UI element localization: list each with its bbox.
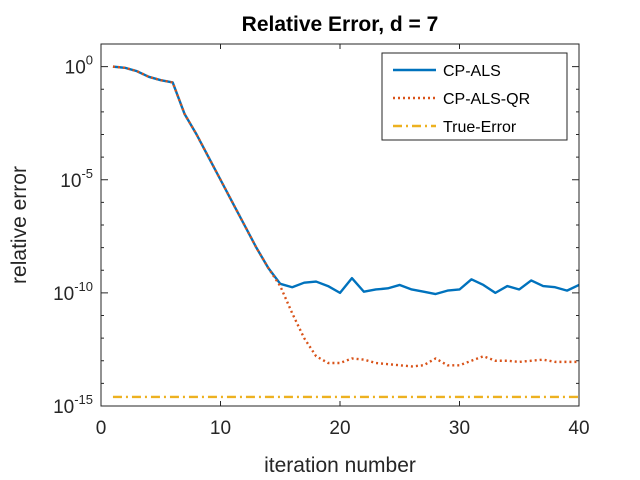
legend-label-cp-als-qr: CP-ALS-QR	[443, 91, 530, 108]
x-tick-label-1: 10	[210, 418, 231, 439]
legend-label-cp-als: CP-ALS	[443, 63, 501, 80]
series-layer	[112, 65, 580, 399]
y-tick-label-1: 10-5	[60, 166, 93, 192]
y-tick-label-2: 10-10	[53, 279, 93, 305]
x-tick-label-3: 30	[449, 418, 470, 439]
y-tick-label-0: 100	[65, 53, 93, 79]
x-axis-label: iteration number	[264, 454, 416, 477]
chart-title: Relative Error, d = 7	[242, 13, 439, 36]
series-line-cp-als-qr	[112, 65, 579, 368]
x-tick-label-2: 20	[329, 418, 350, 439]
y-axis-label: relative error	[8, 166, 31, 284]
legend: CP-ALS CP-ALS-QR True-Error	[381, 52, 568, 141]
y-tick-label-3: 10-15	[53, 392, 93, 418]
axis-ticks: 0 10 20 30 40 100 10-5 10-10 10-15	[53, 43, 590, 439]
series-line-cp-als	[112, 65, 580, 296]
x-tick-label-0: 0	[96, 418, 107, 439]
plot-frame	[100, 43, 580, 407]
legend-label-true-error: True-Error	[443, 119, 517, 136]
x-tick-label-4: 40	[568, 418, 589, 439]
